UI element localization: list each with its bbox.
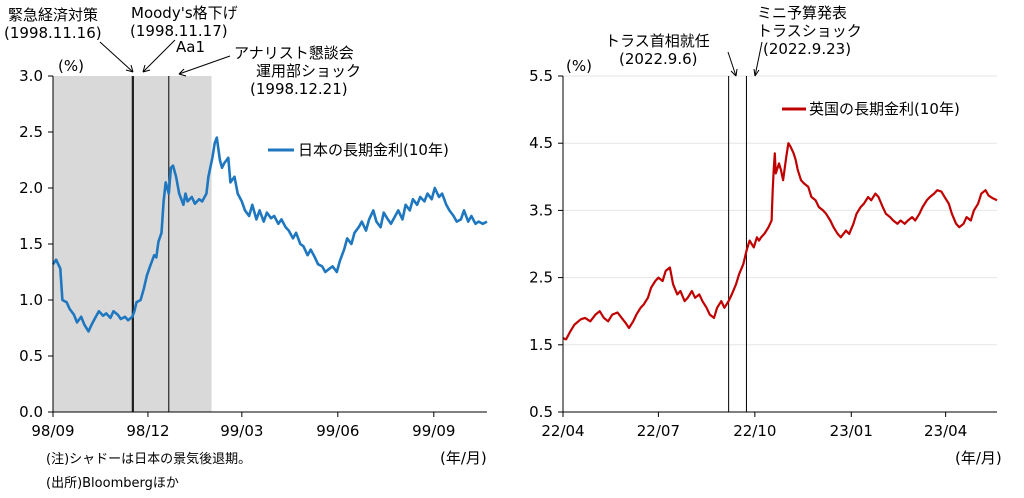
y-tick-label: 0.5 — [529, 403, 553, 421]
y-ticks-uk: 0.5 1.5 2.5 3.5 4.5 5.5 — [529, 67, 563, 421]
arrow-moodys — [142, 39, 176, 73]
note-shadow: (注)シャドーは日本の景気後退期。 — [46, 451, 251, 467]
series-line-uk — [562, 142, 998, 341]
x-tick-label: 99/09 — [412, 422, 455, 440]
event-rating-moodys: Aa1 — [176, 38, 205, 56]
x-tick-label: 23/04 — [924, 422, 967, 440]
event-lines-japan — [131, 76, 170, 412]
chart-japan: 0.0 0.5 1.0 1.5 2.0 2.5 3.0 98/09 98/12 99/03 99/… — [4, 4, 488, 491]
event-label-kinkyu: 緊急経済対策 — [8, 6, 98, 24]
x-ticks-japan: 98/09 98/12 99/03 99/06 99/09 — [31, 412, 455, 440]
event-label-minibudget: ミニ予算発表 — [757, 4, 847, 22]
event-date-truss: (2022.9.6) — [619, 50, 698, 68]
legend-label-uk: 英国の長期金利(10年) — [809, 100, 960, 118]
arrowhead-analyst — [178, 68, 187, 77]
y-tick-label: 3.0 — [19, 67, 43, 85]
x-tick-label: 22/04 — [541, 422, 584, 440]
event-lines-uk — [728, 76, 747, 412]
arrow-minibudget — [754, 41, 763, 77]
arrow-kinkyu — [99, 41, 134, 73]
unit-label-japan: (%) — [58, 57, 84, 75]
x-tick-label: 98/12 — [126, 422, 169, 440]
arrow-truss — [727, 51, 737, 77]
x-tick-label: 22/07 — [637, 422, 680, 440]
event-date-minibudget: (2022.9.23) — [763, 40, 851, 58]
y-ticks-japan: 0.0 0.5 1.0 1.5 2.0 2.5 3.0 — [19, 67, 53, 421]
x-unit-label-japan: (年/月) — [440, 449, 487, 467]
series-line-japan — [51, 136, 488, 333]
event-label-moodys: Moody's格下げ — [131, 4, 238, 22]
y-tick-label: 3.5 — [529, 201, 553, 219]
note-source: (出所)Bloombergほか — [46, 476, 179, 491]
event-label-truss: トラス首相就任 — [605, 32, 710, 50]
x-tick-label: 98/09 — [31, 422, 74, 440]
gridlines-uk — [563, 75, 997, 346]
arrowhead-minibudget — [753, 68, 760, 77]
event-date-analyst: (1998.12.21) — [250, 80, 348, 98]
y-tick-label: 1.0 — [19, 291, 43, 309]
y-tick-label: 1.5 — [529, 336, 553, 354]
event-label-trussshock: トラスショック — [757, 22, 862, 40]
x-tick-label: 99/03 — [220, 422, 263, 440]
y-tick-label: 0.5 — [19, 347, 43, 365]
event-label-analyst: アナリスト懇談会 — [234, 44, 354, 62]
chart-uk: 0.51.52.53.54.55.5 22/04 22/07 22/10 23/01 2… — [529, 4, 1002, 467]
x-tick-label: 23/01 — [830, 422, 873, 440]
x-ticks-uk: 22/04 22/07 22/10 23/01 23/04 — [541, 412, 967, 440]
y-tick-label: 0.0 — [19, 403, 43, 421]
y-tick-label: 2.5 — [19, 123, 43, 141]
unit-label-uk: (%) — [566, 57, 592, 75]
event-date-kinkyu: (1998.11.16) — [4, 24, 102, 42]
arrowhead-kinkyu — [125, 64, 134, 73]
arrowhead-moodys — [142, 64, 151, 73]
x-tick-label: 22/10 — [733, 422, 776, 440]
arrowhead-truss — [730, 68, 738, 77]
y-tick-label: 2.0 — [19, 179, 43, 197]
arrow-analyst — [178, 55, 231, 75]
event-date-moodys: (1998.11.17) — [130, 22, 228, 40]
x-tick-label: 99/06 — [316, 422, 359, 440]
x-unit-label-uk: (年/月) — [955, 449, 1002, 467]
y-tick-label: 2.5 — [529, 269, 553, 287]
y-tick-label: 4.5 — [529, 134, 553, 152]
event-label-unyobu: 運用部ショック — [256, 62, 361, 80]
legend-label-japan: 日本の長期金利(10年) — [298, 141, 449, 159]
y-tick-label: 5.5 — [529, 67, 553, 85]
y-tick-label: 1.5 — [19, 235, 43, 253]
